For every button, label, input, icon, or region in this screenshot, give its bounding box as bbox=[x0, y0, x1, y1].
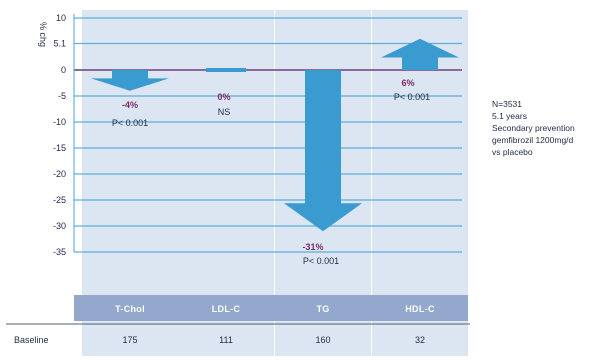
bar-flat bbox=[206, 68, 246, 72]
bar-arrow bbox=[284, 70, 362, 232]
p-value-label: P< 0.001 bbox=[112, 118, 148, 128]
bar-arrow bbox=[381, 38, 459, 70]
p-value-label: P< 0.001 bbox=[394, 92, 430, 102]
y-tick-label: -20 bbox=[53, 169, 66, 179]
x-category-label: TG bbox=[316, 304, 329, 314]
value-label: 0% bbox=[217, 92, 230, 102]
baseline-value: 32 bbox=[415, 335, 425, 345]
p-value-label: P< 0.001 bbox=[303, 256, 339, 266]
y-tick-label: -35 bbox=[53, 247, 66, 257]
y-tick-label: -25 bbox=[53, 195, 66, 205]
y-tick-label: 5.1 bbox=[53, 38, 66, 48]
baseline-value: 160 bbox=[315, 335, 330, 345]
x-category-label: T-Chol bbox=[115, 304, 145, 314]
y-tick-label: -10 bbox=[53, 117, 66, 127]
value-label: -4% bbox=[122, 100, 138, 110]
x-category-label: LDL-C bbox=[212, 304, 241, 314]
x-category-label: HDL-C bbox=[405, 304, 435, 314]
baseline-value: 175 bbox=[122, 335, 137, 345]
category-band bbox=[74, 295, 468, 321]
y-tick-label: 10 bbox=[56, 13, 66, 23]
value-label: -31% bbox=[302, 242, 323, 252]
p-value-label: NS bbox=[218, 107, 231, 117]
y-tick-label: 0 bbox=[61, 65, 66, 75]
baseline-value: 111 bbox=[219, 335, 233, 345]
y-axis-label: % chg bbox=[38, 22, 48, 47]
value-label: 6% bbox=[401, 78, 414, 88]
y-tick-label: -5 bbox=[58, 91, 66, 101]
baseline-row-label: Baseline bbox=[14, 335, 49, 345]
bar-arrow bbox=[91, 70, 169, 91]
y-tick-label: -30 bbox=[53, 221, 66, 231]
y-tick-label: -15 bbox=[53, 143, 66, 153]
